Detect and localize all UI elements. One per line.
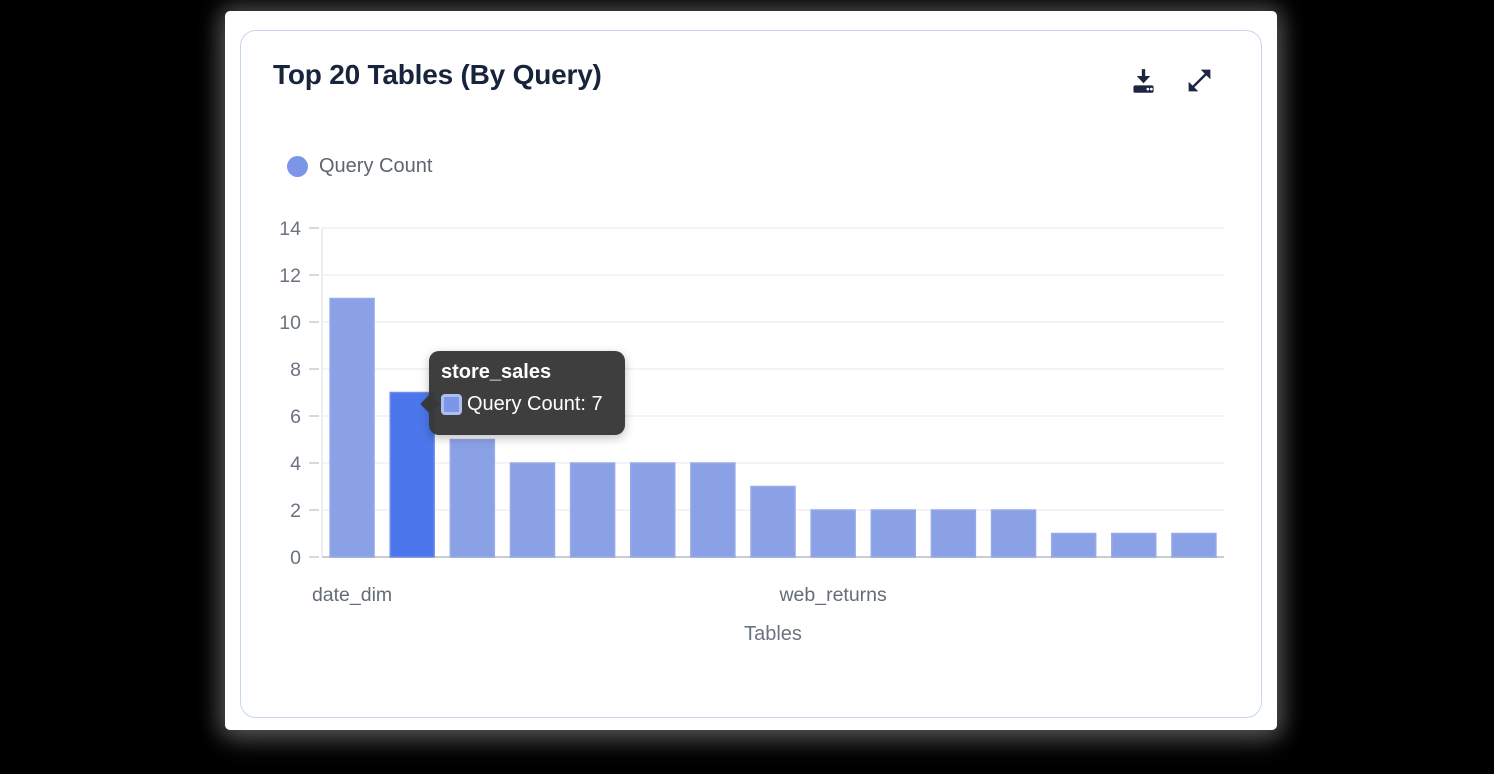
y-tick-label-0: 0 [290, 547, 301, 569]
y-tick-label-4: 4 [290, 453, 301, 475]
y-tick-label-6: 6 [290, 406, 301, 428]
y-tick-label-2: 2 [290, 500, 301, 522]
y-tick-label-10: 10 [279, 312, 301, 334]
tooltip-row: Query Count: 7 [441, 393, 611, 415]
legend-swatch [287, 156, 308, 177]
bar-index-2[interactable] [449, 438, 496, 558]
expand-button[interactable] [1183, 64, 1215, 96]
y-tick-label-14: 14 [279, 218, 301, 240]
tooltip-value: Query Count: 7 [467, 393, 603, 415]
bar-index-10[interactable] [930, 509, 977, 558]
bar-chart-canvas: 0 2 4 6 8 10 12 14 date_dim web_returns Tables [279, 218, 1224, 645]
bar-index-6[interactable] [690, 462, 736, 558]
bar-index-3[interactable] [509, 462, 556, 558]
card-title: Top 20 Tables (By Query) [273, 59, 602, 90]
bar-index-11[interactable] [990, 509, 1037, 558]
y-tick-label-12: 12 [279, 265, 301, 287]
expand-icon [1185, 66, 1214, 95]
x-axis-label-web_returns: web_returns [778, 584, 887, 606]
bar-index-7[interactable] [750, 485, 796, 558]
bar-store_sales[interactable] [389, 391, 435, 558]
bar-date_dim[interactable] [329, 297, 375, 558]
bar-index-5[interactable] [629, 462, 676, 558]
y-tick-label-8: 8 [290, 359, 301, 381]
bar-chart: 0 2 4 6 8 10 12 14 date_dim web_returns Tables sto… [241, 31, 1261, 717]
app-panel: Top 20 Tables (By Query) [225, 11, 1277, 730]
x-axis-title: Tables [744, 623, 802, 645]
bar-index-12[interactable] [1050, 532, 1097, 558]
download-button[interactable] [1127, 64, 1159, 96]
tooltip-title: store_sales [441, 361, 552, 383]
download-icon [1128, 65, 1159, 96]
chart-card: Top 20 Tables (By Query) [240, 30, 1262, 718]
chart-tooltip: store_sales Query Count: 7 [420, 351, 625, 435]
card-actions [1127, 64, 1215, 96]
x-axis-label-date_dim: date_dim [312, 584, 392, 606]
tooltip-swatch [441, 393, 462, 415]
bar-index-9[interactable] [870, 509, 917, 558]
legend-label: Query Count [319, 155, 433, 177]
legend-item-query-count[interactable]: Query Count [287, 155, 432, 178]
card-header: Top 20 Tables (By Query) [273, 58, 1215, 96]
bar-web_returns[interactable] [810, 509, 856, 558]
bar-index-14[interactable] [1171, 532, 1217, 558]
bar-index-4[interactable] [569, 462, 616, 558]
bar-index-13[interactable] [1111, 532, 1157, 558]
